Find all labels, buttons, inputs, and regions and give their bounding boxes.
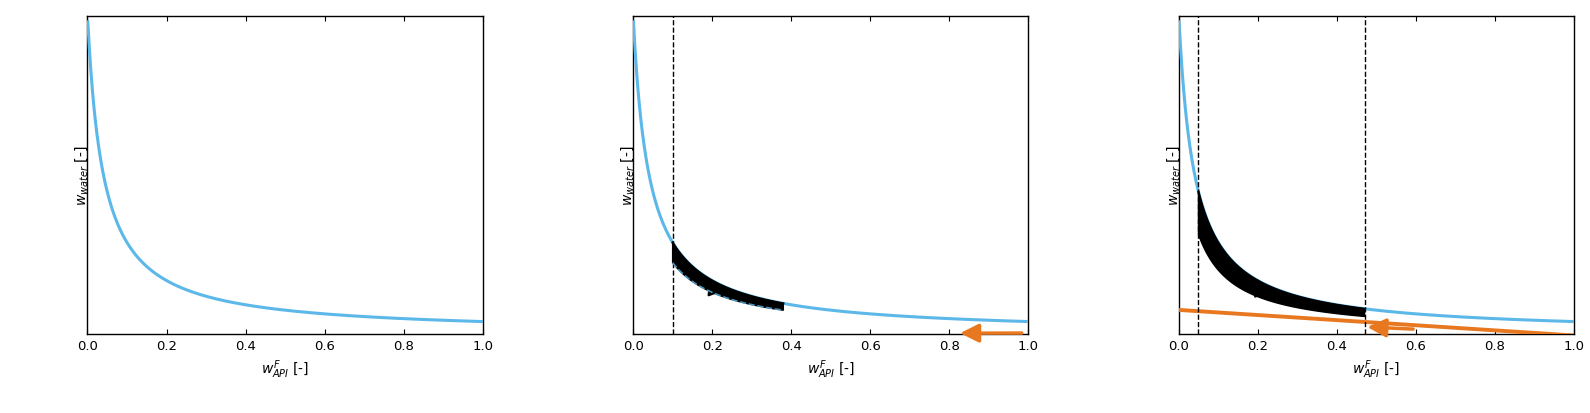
X-axis label: $w^F_{API}$ [-]: $w^F_{API}$ [-] xyxy=(1352,358,1401,380)
Y-axis label: $w_{water}$ [-]: $w_{water}$ [-] xyxy=(619,145,636,206)
Y-axis label: $w_{water}$ [-]: $w_{water}$ [-] xyxy=(73,145,91,206)
Polygon shape xyxy=(673,243,784,311)
X-axis label: $w^F_{API}$ [-]: $w^F_{API}$ [-] xyxy=(806,358,855,380)
X-axis label: $w^F_{API}$ [-]: $w^F_{API}$ [-] xyxy=(261,358,310,380)
Polygon shape xyxy=(1199,192,1364,317)
Y-axis label: $w_{water}$ [-]: $w_{water}$ [-] xyxy=(1165,145,1181,206)
